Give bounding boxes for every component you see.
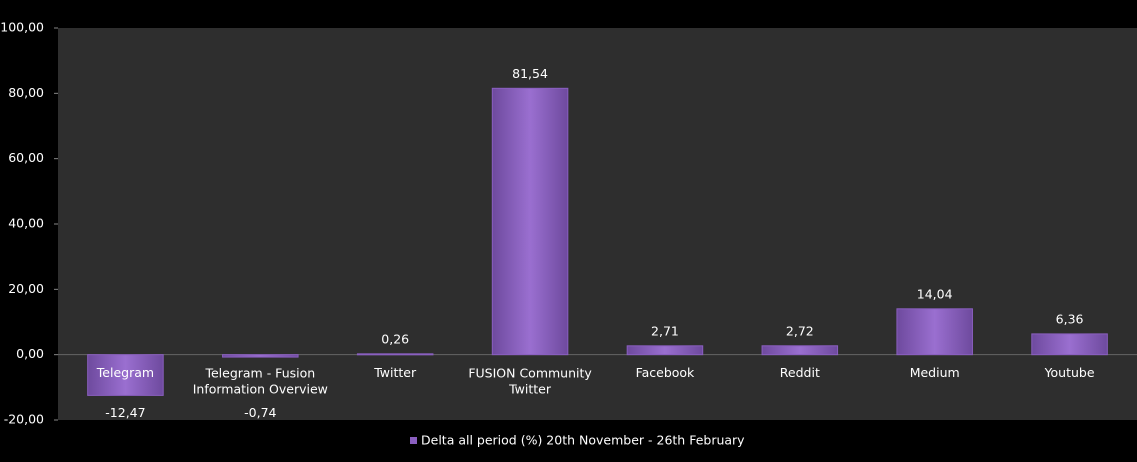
legend-marker <box>410 437 417 444</box>
y-tick-label: 100,00 <box>0 20 44 35</box>
bar <box>491 87 569 356</box>
y-tick-label: -20,00 <box>4 412 44 427</box>
legend-label: Delta all period (%) 20th November - 26t… <box>421 433 745 448</box>
x-tick-label: Medium <box>910 365 960 380</box>
value-label: 6,36 <box>1056 311 1084 326</box>
y-tick-label: 80,00 <box>8 85 44 100</box>
value-label: 14,04 <box>917 286 953 301</box>
plot-area <box>58 28 1137 420</box>
x-tick-label: Reddit <box>780 365 820 380</box>
y-tick-label: 60,00 <box>8 150 44 165</box>
value-label: 0,26 <box>381 331 409 346</box>
y-tick-label: 40,00 <box>8 216 44 231</box>
x-tick-label: FUSION Community Twitter <box>468 365 592 396</box>
x-tick-label: Facebook <box>636 365 695 380</box>
x-tick-label: Youtube <box>1044 365 1095 380</box>
y-tick-label: 20,00 <box>8 281 44 296</box>
bar <box>761 345 839 356</box>
bar <box>87 354 164 396</box>
value-label: 81,54 <box>512 66 548 81</box>
value-label: -0,74 <box>244 405 276 420</box>
x-tick-label: Telegram - Fusion Information Overview <box>193 365 328 396</box>
x-tick-label: Twitter <box>373 365 417 380</box>
bar <box>1031 333 1108 356</box>
bar <box>626 345 704 356</box>
x-tick-label: Telegram <box>96 365 154 380</box>
value-label: 2,71 <box>651 323 679 338</box>
value-label: 2,72 <box>786 323 814 338</box>
value-label: -12,47 <box>105 405 145 420</box>
bar <box>896 308 973 356</box>
y-tick-label: 0,00 <box>16 346 44 361</box>
bar <box>356 353 434 356</box>
bar <box>222 354 299 358</box>
